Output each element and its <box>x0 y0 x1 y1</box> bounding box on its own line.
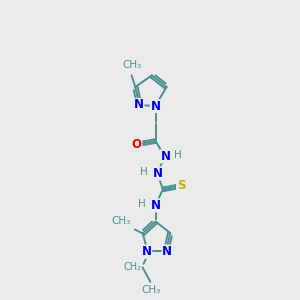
Text: CH₃: CH₃ <box>122 60 141 70</box>
Text: N: N <box>134 98 144 112</box>
Text: CH₂: CH₂ <box>123 262 141 272</box>
Text: N: N <box>151 199 161 212</box>
Text: CH₃: CH₃ <box>142 285 161 295</box>
Text: CH₃: CH₃ <box>111 216 131 226</box>
Text: H: H <box>140 167 148 177</box>
Text: N: N <box>153 167 163 180</box>
Text: N: N <box>151 100 160 112</box>
Text: N: N <box>160 150 171 163</box>
Text: N: N <box>162 245 172 258</box>
Text: O: O <box>132 138 142 151</box>
Text: S: S <box>177 179 185 192</box>
Text: H: H <box>138 199 146 209</box>
Text: N: N <box>142 245 152 258</box>
Text: H: H <box>174 150 182 160</box>
